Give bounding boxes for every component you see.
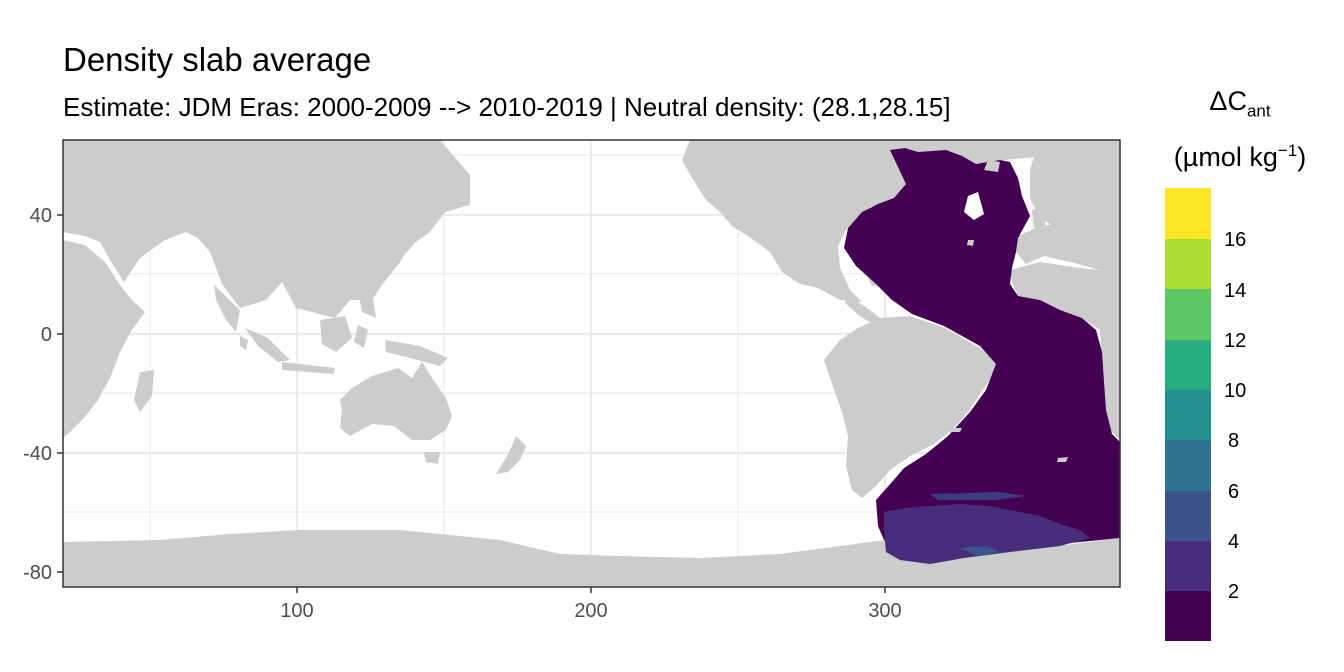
colorbar-label: 12 (1224, 330, 1246, 352)
map-panel (63, 140, 1120, 587)
y-tick-label-40: 40 (30, 205, 52, 227)
land-sumatra (245, 328, 290, 362)
colorbar-label: 14 (1224, 280, 1246, 302)
field-bin-4-6-strip (930, 492, 1026, 500)
land-masses (63, 140, 1120, 587)
land-azores (967, 240, 974, 246)
land-africa-east (1100, 326, 1120, 440)
legend-unit-base: (µmol kg (1173, 142, 1278, 172)
chart-title: Density slab average (63, 41, 372, 78)
y-tick-label-minus-80: -80 (23, 562, 52, 584)
colorbar-bin (1165, 541, 1211, 591)
land-tasmania (424, 452, 440, 464)
legend-unit: (µmol kg−1) (1150, 134, 1330, 174)
legend-symbol-text: ΔC (1209, 86, 1247, 116)
land-japan (392, 222, 420, 262)
colorbar-bin (1165, 440, 1211, 491)
land-south-america (824, 316, 1000, 498)
land-europe (1016, 222, 1120, 272)
land-eurasia (63, 140, 470, 318)
land-africa (63, 240, 145, 438)
colorbar-bin (1165, 239, 1211, 289)
colorbar-labels: 2 4 6 8 10 12 14 16 (1224, 229, 1246, 603)
land-philippines (356, 280, 376, 318)
colorbar-label: 4 (1228, 531, 1239, 553)
colorbar-bin (1165, 289, 1211, 340)
land-overlays (951, 160, 1068, 462)
y-tick-label-0: 0 (41, 324, 52, 346)
land-india (214, 285, 240, 332)
x-tick-label-300: 300 (868, 600, 901, 622)
land-madagascar (134, 370, 154, 412)
colorbar-bin (1165, 390, 1211, 440)
chart-subtitle: Estimate: JDM Eras: 2000-2009 --> 2010-2… (63, 92, 951, 122)
gap-labrador (964, 192, 984, 220)
land-iceland (984, 160, 1000, 172)
colorbar-label: 16 (1224, 229, 1246, 251)
land-antarctica (63, 530, 1120, 587)
land-central-america (840, 290, 885, 326)
field-bin-0-2 (844, 148, 1120, 550)
land-new-guinea (385, 340, 448, 366)
legend-unit-exponent: −1 (1277, 141, 1298, 160)
sea-ice-gaps (964, 192, 984, 220)
land-south-georgia (1057, 457, 1068, 462)
colorbar-label: 8 (1228, 430, 1239, 452)
legend-symbol-subscript: ant (1246, 101, 1271, 121)
land-north-america (682, 140, 1050, 302)
colorbar-label: 6 (1228, 481, 1239, 503)
colorbar-label: 2 (1228, 581, 1239, 603)
land-sri-lanka (240, 336, 248, 350)
delta-cant-field (844, 148, 1120, 564)
land-africa-west (1010, 262, 1120, 330)
colorbar-bin (1165, 340, 1211, 390)
land-java (282, 362, 335, 374)
colorbar-bin (1165, 188, 1211, 239)
colorbar-bin (1165, 591, 1211, 641)
axis-ticks (57, 214, 886, 593)
land-uk-ireland (1032, 206, 1046, 228)
legend-title: ΔCant (µmol kg−1) (1150, 84, 1330, 172)
land-australia (340, 362, 452, 440)
x-tick-label-100: 100 (280, 600, 313, 622)
x-tick-label-200: 200 (574, 600, 607, 622)
land-new-zealand (496, 436, 526, 474)
field-bin-2-4 (884, 504, 1090, 564)
colorbar (1165, 188, 1211, 641)
colorbar-bin (1165, 491, 1211, 541)
y-tick-label-minus-40: -40 (23, 443, 52, 465)
axis-tick-labels: 40 0 -40 -80 100 200 300 (23, 205, 902, 622)
colorbar-label: 10 (1224, 380, 1246, 402)
land-borneo (320, 316, 352, 352)
legend-symbol: ΔCant (1150, 84, 1330, 128)
legend-unit-close: ) (1297, 142, 1307, 172)
land-tristan (951, 428, 962, 432)
land-greenland (1030, 140, 1120, 236)
land-sulawesi (354, 325, 368, 348)
field-bin-4-6 (960, 546, 1000, 556)
